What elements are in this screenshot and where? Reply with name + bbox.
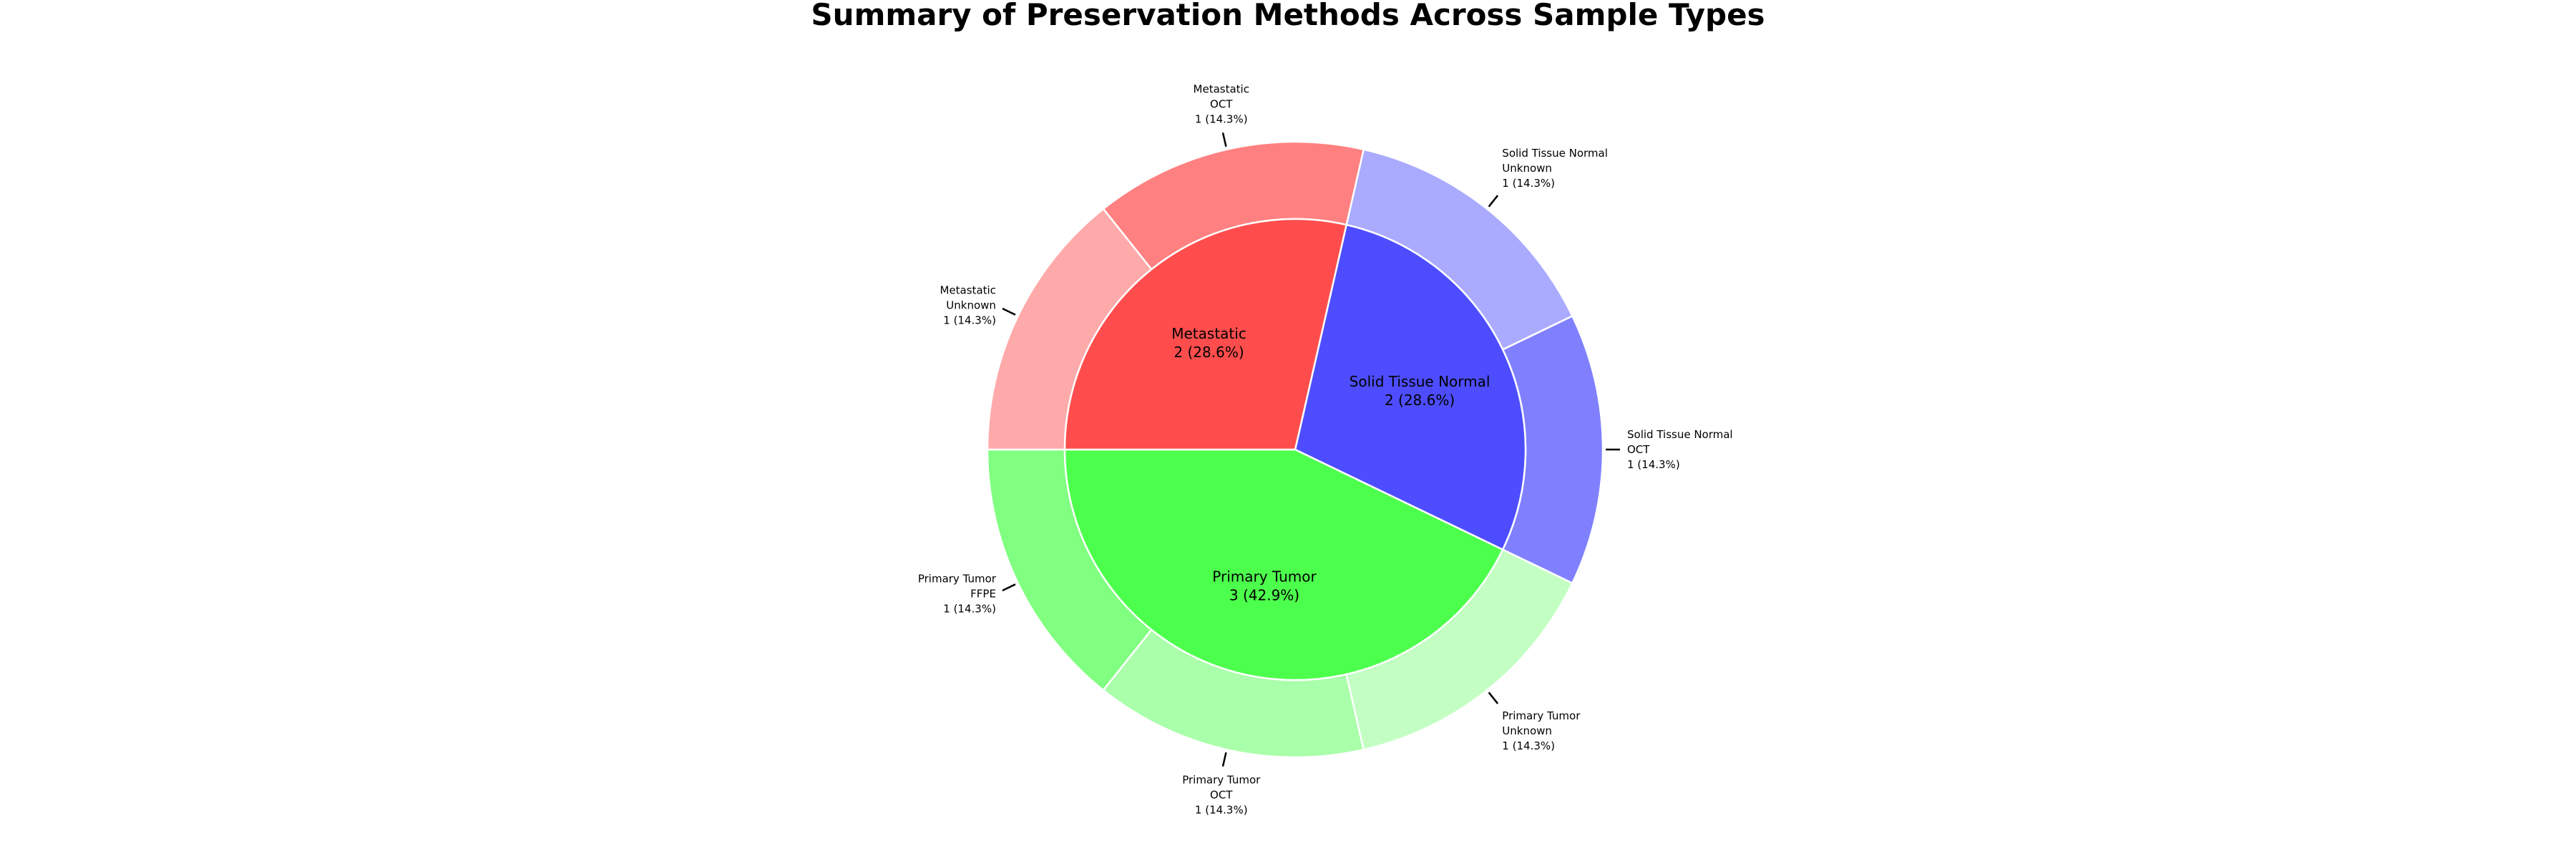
- outer-label-tick: [1221, 132, 1227, 147]
- inner-wedge-primary-tumor: [1063, 448, 1504, 681]
- outer-label-solid-tissue-normal-oct: Solid Tissue Normal OCT 1 (14.3%): [1627, 428, 1733, 471]
- outer-label-primary-tumor-ffpe: Primary Tumor FFPE 1 (14.3%): [918, 572, 997, 615]
- outer-label-primary-tumor-unknown: Primary Tumor Unknown 1 (14.3%): [1502, 709, 1581, 752]
- outer-label-solid-tissue-normal-unknown: Solid Tissue Normal Unknown 1 (14.3%): [1502, 147, 1608, 190]
- outer-label-metastatic-unknown: Metastatic Unknown 1 (14.3%): [940, 284, 996, 327]
- outer-label-metastatic-oct: Metastatic OCT 1 (14.3%): [1194, 83, 1249, 126]
- inner-label-primary-tumor: Primary Tumor 3 (42.9%): [1212, 568, 1317, 603]
- chart-title: Summary of Preservation Methods Across S…: [811, 0, 1765, 32]
- outer-label-tick: [1002, 583, 1016, 592]
- inner-wedge-metastatic: [1063, 218, 1348, 451]
- inner-label-metastatic: Metastatic 2 (28.6%): [1171, 325, 1246, 361]
- outer-label-tick: [1221, 752, 1227, 767]
- outer-label-primary-tumor-oct: Primary Tumor OCT 1 (14.3%): [1182, 773, 1261, 816]
- outer-label-tick: [1488, 691, 1499, 704]
- outer-label-tick: [1002, 307, 1016, 316]
- inner-label-solid-tissue-normal: Solid Tissue Normal 2 (28.6%): [1350, 373, 1491, 409]
- inner-wedge-solid-tissue-normal: [1294, 223, 1527, 551]
- outer-label-tick: [1488, 195, 1499, 208]
